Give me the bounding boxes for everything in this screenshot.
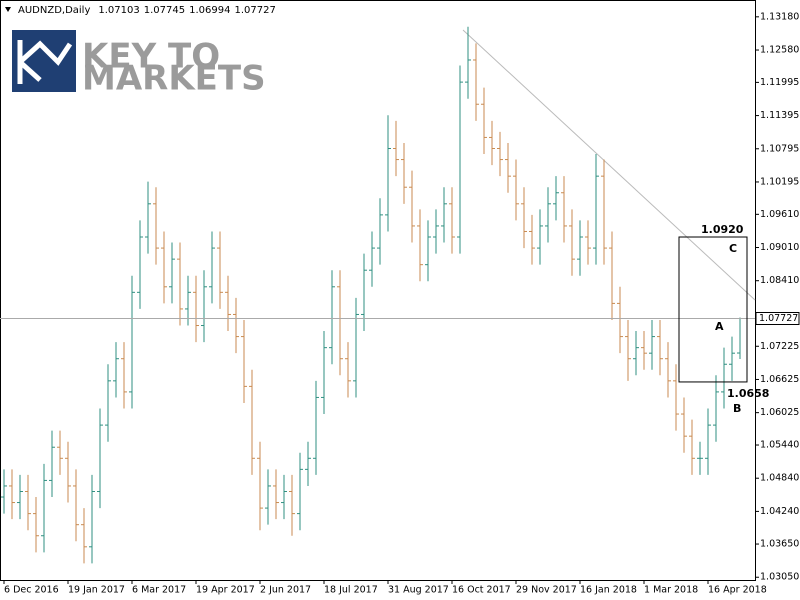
y-tick-label: 1.12580 (760, 45, 799, 56)
header-open: 1.07103 (98, 5, 139, 16)
box-low-label: 1.0658 (727, 387, 769, 400)
box-high-label: 1.0920 (701, 223, 744, 236)
menu-arrow[interactable] (5, 7, 11, 12)
y-tick-label: 1.11395 (760, 110, 799, 121)
price-label: 1.07727 (759, 313, 798, 324)
letter-a: A (715, 320, 724, 333)
x-tick-label: 16 Jan 2018 (580, 585, 637, 596)
trend-line (462, 29, 756, 301)
y-tick-label: 1.11995 (760, 77, 799, 88)
y-tick-label: 1.10195 (760, 176, 799, 187)
y-tick-label: 1.10795 (760, 143, 799, 154)
header-low: 1.06994 (189, 5, 230, 16)
y-tick-label: 1.03650 (760, 539, 799, 550)
y-tick-label: 1.09010 (760, 242, 799, 253)
symbol: AUDNZD,Daily (18, 5, 90, 16)
header-high: 1.07745 (144, 5, 185, 16)
y-tick-label: 1.07225 (760, 341, 799, 352)
x-tick-label: 16 Oct 2017 (452, 585, 511, 596)
y-tick-label: 1.05440 (760, 440, 799, 451)
header-close: 1.07727 (234, 5, 275, 16)
y-tick-label: 1.06025 (760, 407, 799, 418)
logo-line-1: KEY TO (82, 37, 220, 77)
x-tick-label: 6 Dec 2016 (4, 585, 59, 596)
y-tick-label: 1.04840 (760, 473, 799, 484)
range-box (678, 236, 748, 383)
logo-glyph (17, 40, 73, 84)
x-tick-label: 31 Aug 2017 (388, 585, 449, 596)
x-tick-label: 2 Jun 2017 (260, 585, 311, 596)
y-tick-label: 1.13180 (760, 11, 799, 22)
y-tick-label: 1.06625 (760, 374, 799, 385)
x-tick-label: 19 Jan 2017 (68, 585, 125, 596)
x-tick-label: 18 Jul 2017 (324, 585, 378, 596)
letter-b: B (733, 402, 741, 415)
x-tick-label: 19 Apr 2017 (196, 585, 255, 596)
letter-c: C (729, 242, 737, 255)
plot-frame (0, 0, 756, 581)
x-tick-label: 29 Nov 2017 (516, 585, 577, 596)
y-tick-label: 1.04240 (760, 506, 799, 517)
x-tick-label: 1 Mar 2018 (644, 585, 698, 596)
logo-line-2: MARKETS (82, 59, 266, 99)
price-label-box (755, 311, 800, 325)
y-tick-label: 1.08410 (760, 275, 799, 286)
x-tick-label: 6 Mar 2017 (132, 585, 186, 596)
y-tick-label: 1.03050 (760, 572, 799, 583)
x-tick-label: 16 Apr 2018 (708, 585, 767, 596)
logo: KEY TO MARKETS (12, 30, 266, 99)
y-tick-label: 1.09610 (760, 209, 799, 220)
